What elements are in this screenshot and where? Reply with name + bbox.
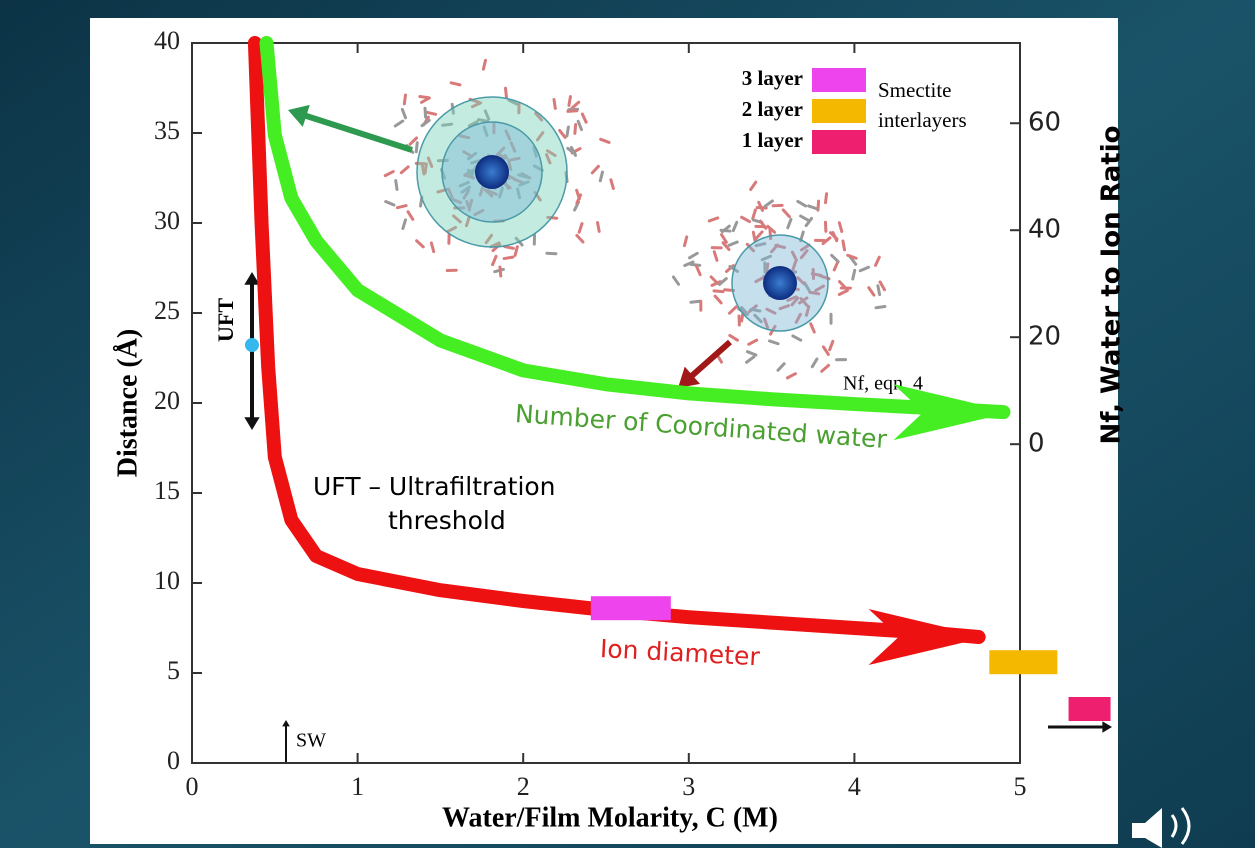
water-molecule [753,232,755,241]
ion [475,155,509,189]
page: Distance (Å) Nf, Water to Ion Ratio Wate… [0,0,1255,848]
layer-marker [1069,697,1111,721]
water-molecule [427,112,436,114]
y2-tick-label: 60 [1028,108,1061,138]
y-tick-label: 35 [154,116,180,145]
x-tick-label: 1 [351,772,364,801]
y-tick-label: 40 [154,26,180,55]
y-tick-label: 15 [154,476,180,505]
water-molecule [598,223,600,232]
layer-marker [989,650,1057,674]
annotation: SW [296,730,326,752]
y-tick-label: 5 [167,656,180,685]
water-molecule [500,267,501,276]
slide: Distance (Å) Nf, Water to Ion Ratio Wate… [0,0,1255,848]
water-molecule [505,247,514,249]
y-tick-label: 10 [154,566,180,595]
water-molecule [826,194,827,203]
water-molecule [396,181,397,190]
x-tick-label: 3 [682,772,695,801]
y-tick-label: 30 [154,206,180,235]
water-molecule [569,97,571,106]
legend-title: Smectite [878,78,951,102]
water-molecule [843,241,845,250]
water-molecule [404,95,405,104]
y-axis-title: Distance (Å) [112,329,143,478]
y2-axis-title: Nf, Water to Ion Ratio [1097,125,1127,444]
water-molecule [483,60,485,69]
x-tick-label: 4 [848,772,861,801]
legend-swatch [812,68,866,92]
water-molecule [876,306,885,307]
water-molecule [425,108,426,117]
water-molecule [575,124,576,133]
y-tick-label: 0 [167,746,180,775]
water-molecule [721,230,730,231]
x-axis-title: Water/Film Molarity, C (M) [442,802,778,833]
y2-tick-label: 40 [1028,215,1061,245]
legend-swatch [812,130,866,154]
legend-label: 2 layer [742,97,803,121]
annotation: UFT – Ultrafiltration [313,472,556,501]
water-molecule [853,270,855,279]
water-molecule [691,264,700,265]
water-molecule [397,206,406,208]
water-molecule [691,301,700,302]
water-molecule [878,286,880,295]
y-tick-label: 20 [154,386,180,415]
legend-title: interlayers [878,108,967,132]
legend-label: 1 layer [742,128,803,152]
legend-swatch [812,99,866,123]
water-molecule [554,99,555,108]
x-tick-label: 0 [186,772,199,801]
layer-marker [591,596,671,620]
y-tick-label: 25 [154,296,180,325]
water-molecule [600,172,602,181]
annotation: UFT [213,298,238,342]
y2-tick-label: 0 [1028,429,1045,459]
ion [763,266,797,300]
water-molecule [568,111,577,112]
water-molecule [714,291,723,292]
uft-point [245,338,259,352]
water-molecule [506,88,507,97]
water-molecule [451,83,460,85]
water-molecule [504,257,513,258]
annotation: threshold [388,506,506,535]
x-tick-label: 2 [517,772,530,801]
y2-tick-label: 20 [1028,322,1061,352]
water-molecule [567,127,568,136]
water-molecule [416,143,417,152]
legend-label: 3 layer [742,66,803,90]
x-tick-label: 5 [1014,772,1027,801]
